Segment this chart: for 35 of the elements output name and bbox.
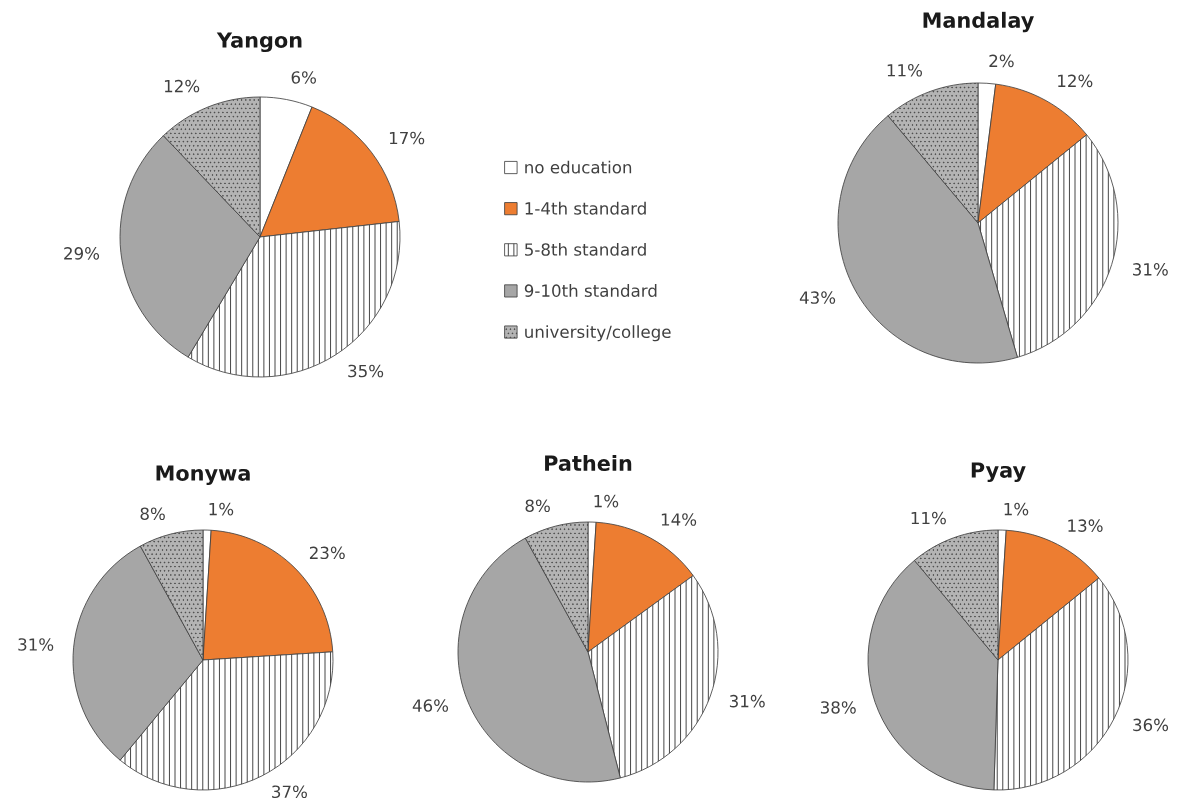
data-label: 1% bbox=[1004, 502, 1029, 516]
chart-title: Monywa bbox=[156, 465, 250, 486]
data-label: 29% bbox=[64, 247, 100, 260]
data-label: 38% bbox=[820, 701, 856, 714]
data-label: 43% bbox=[799, 291, 836, 304]
legend-label: 9-10th standard bbox=[524, 284, 657, 297]
legend-label: no education bbox=[525, 160, 632, 174]
data-label: 12% bbox=[164, 79, 200, 93]
data-label: 1% bbox=[209, 502, 234, 516]
data-label: 11% bbox=[887, 63, 923, 77]
data-label: 6% bbox=[291, 71, 316, 84]
legend-label: 1-4th standard bbox=[525, 201, 646, 215]
data-label: 2% bbox=[989, 54, 1014, 68]
chart-title: Pathein bbox=[545, 454, 632, 472]
data-label: 12% bbox=[1058, 74, 1093, 88]
data-label: 1% bbox=[594, 494, 619, 508]
data-label: 36% bbox=[1133, 718, 1169, 732]
data-label: 31% bbox=[18, 638, 54, 651]
chart-title: Mandalay bbox=[923, 11, 1034, 33]
data-label: 14% bbox=[661, 513, 697, 526]
data-label: 23% bbox=[309, 546, 345, 560]
legend-label: university/college bbox=[525, 325, 671, 342]
data-label: 37% bbox=[272, 785, 307, 799]
data-label: 31% bbox=[729, 694, 765, 708]
data-label: 31% bbox=[1133, 263, 1168, 276]
data-label: 8% bbox=[525, 499, 550, 513]
data-label: 17% bbox=[389, 131, 425, 145]
data-label: 13% bbox=[1068, 519, 1103, 532]
chart-title: Pyay bbox=[971, 462, 1026, 483]
chart-title: Yangon bbox=[216, 32, 302, 53]
data-label: 11% bbox=[911, 511, 946, 525]
data-label: 35% bbox=[348, 364, 384, 378]
data-label: 8% bbox=[140, 507, 165, 521]
data-label: 46% bbox=[412, 699, 449, 712]
legend-label: 5-8th standard bbox=[525, 242, 646, 256]
